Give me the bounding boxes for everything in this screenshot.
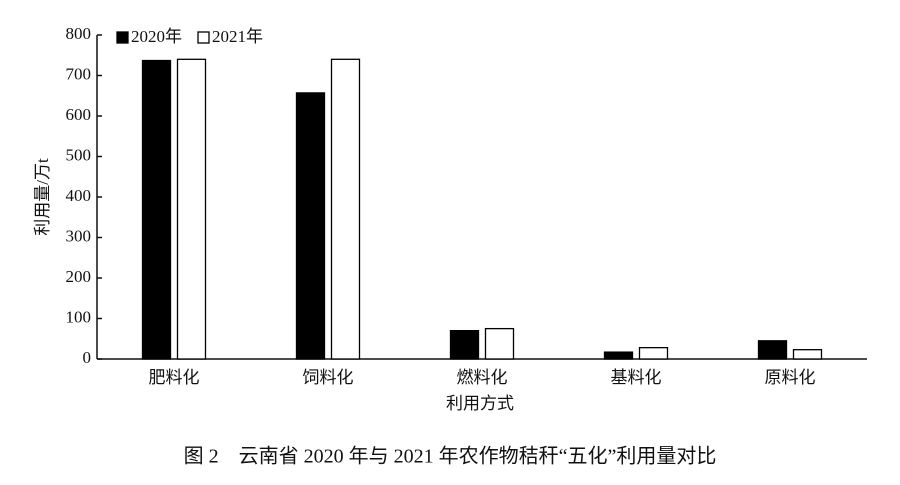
y-tick-label: 200 (66, 267, 92, 286)
chart-title: 图 2 云南省 2020 年与 2021 年农作物秸秆“五化”利用量对比 (184, 445, 717, 468)
bar (792, 349, 823, 360)
bar (638, 347, 669, 360)
legend-label: 2020年 (131, 27, 182, 46)
y-tick-label: 700 (66, 64, 92, 83)
bar (484, 327, 515, 360)
bar (449, 329, 480, 360)
bar (330, 58, 361, 360)
bar (141, 59, 172, 360)
bar (176, 58, 207, 360)
x-axis-label: 利用方式 (446, 394, 514, 413)
x-tick-label: 饲料化 (303, 368, 354, 387)
bar (757, 340, 788, 360)
bar (603, 351, 634, 360)
x-tick-label: 基料化 (611, 368, 662, 387)
y-tick-label: 0 (83, 348, 92, 367)
legend-swatch (116, 31, 129, 44)
bar (295, 92, 326, 360)
x-tick-label: 原料化 (765, 368, 816, 387)
x-tick-label: 肥料化 (149, 368, 200, 387)
legend-swatch (197, 31, 210, 44)
legend-label: 2021年 (212, 27, 263, 46)
y-tick-label: 600 (66, 105, 92, 124)
y-tick-label: 300 (66, 226, 92, 245)
y-tick-label: 800 (66, 24, 92, 43)
y-axis-label: 利用量/万t (33, 158, 52, 236)
x-tick-label: 燃料化 (457, 368, 508, 387)
y-tick-label: 500 (66, 145, 92, 164)
y-tick-label: 100 (66, 307, 92, 326)
y-tick-label: 400 (66, 186, 92, 205)
